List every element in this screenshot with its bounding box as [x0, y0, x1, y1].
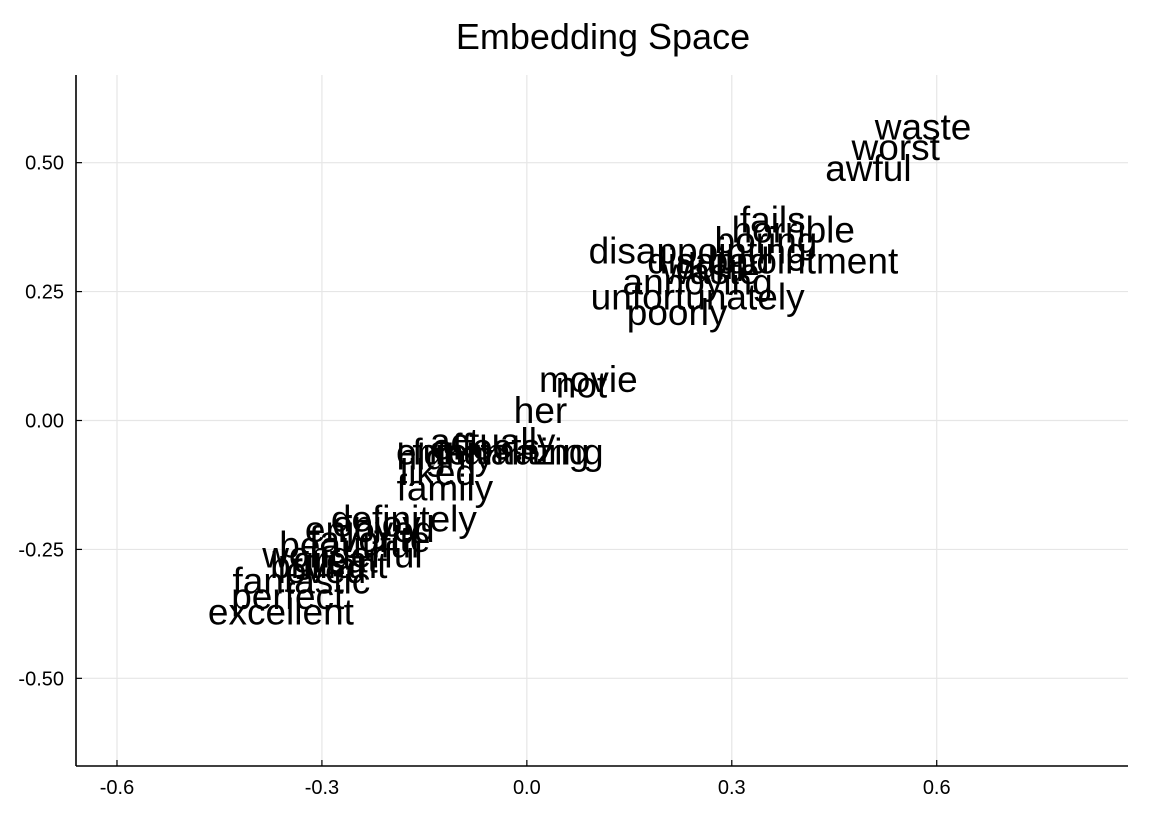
word-point-label: enjoy: [332, 504, 421, 545]
word-point-label: unfortunately: [591, 277, 805, 318]
word-point-label: loved: [278, 550, 366, 591]
word-point-label: not: [556, 364, 608, 405]
y-tick-label: -0.50: [18, 668, 64, 690]
word-labels: wasteworstawfulfailshorribleboringdisapp…: [208, 107, 971, 633]
word-point-label: fails: [740, 199, 806, 240]
word-point-label: waste: [874, 107, 972, 148]
grid: [76, 75, 1128, 766]
word-point-label: beautiful: [279, 524, 419, 565]
word-point-label: poorly: [627, 292, 728, 333]
word-point-label: worst: [851, 127, 941, 168]
word-point-label: movie: [539, 359, 638, 400]
word-point-label: perfect: [231, 576, 345, 617]
x-tick-label: 0.3: [718, 777, 746, 799]
word-point-label: bad: [708, 241, 770, 282]
x-tick-label: 0.6: [923, 777, 951, 799]
word-point-label: fun: [412, 431, 463, 472]
word-point-label: favorite: [309, 519, 430, 560]
word-point-label: disappointment: [647, 241, 899, 282]
word-point-label: liked: [400, 452, 476, 493]
x-tick-label: -0.6: [100, 777, 134, 799]
word-point-label: family: [397, 468, 494, 509]
tick-labels: -0.6 -0.3 0.0 0.3 0.6 -0.50 -0.25 0.00 0.25 0.50: [18, 153, 950, 799]
word-point-label: amazing: [464, 431, 604, 472]
word-point-label: horrible: [732, 210, 855, 251]
word-point-label: enjoyed: [305, 509, 435, 550]
word-point-label: actually: [430, 421, 556, 462]
word-point-label: effects: [432, 426, 540, 467]
word-point-label: disappointing: [589, 230, 807, 271]
word-point-label: annoying: [623, 261, 773, 302]
word-point-label: highly: [397, 437, 494, 478]
word-point-label: entertaining: [396, 431, 589, 472]
word-point-label: fantastic: [233, 560, 371, 601]
x-tick-label: -0.3: [305, 777, 339, 799]
word-point-label: waste: [662, 251, 760, 292]
word-point-label: excellent: [208, 591, 355, 632]
word-point-label: awful: [825, 148, 911, 189]
y-tick-label: 0.50: [25, 153, 64, 175]
word-point-label: dull: [676, 246, 734, 287]
chart-title: Embedding Space: [456, 16, 750, 57]
word-point-label: boring: [715, 220, 818, 261]
y-tick-label: 0.25: [25, 282, 64, 304]
y-tick-label: -0.25: [18, 539, 64, 561]
word-point-label: brilliant: [270, 545, 388, 586]
word-point-label: definitely: [331, 498, 478, 539]
y-tick-label: 0.00: [25, 411, 64, 433]
word-point-label: wonderful: [261, 535, 422, 576]
axes: [75, 75, 1128, 767]
word-point-label: great: [293, 540, 378, 581]
x-tick-label: 0.0: [513, 777, 541, 799]
word-point-label: her: [514, 390, 567, 431]
